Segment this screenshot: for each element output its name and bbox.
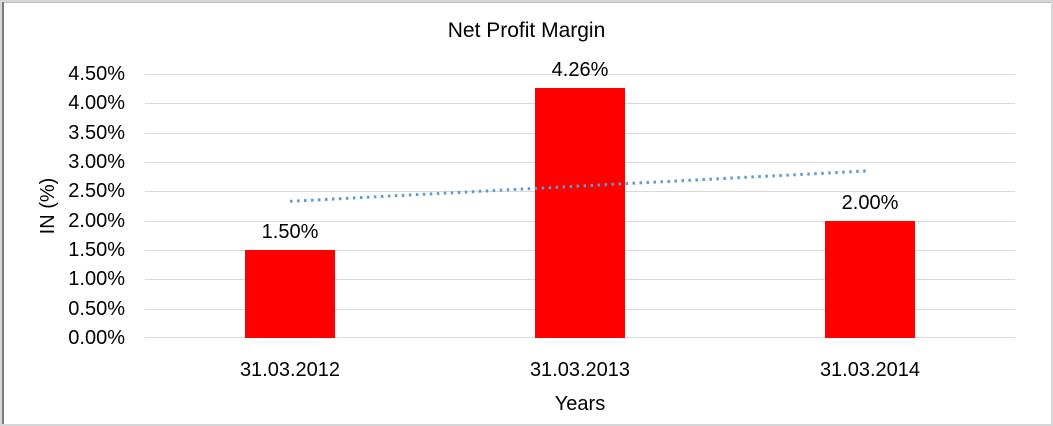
y-tick-label: 3.50% — [68, 121, 125, 144]
chart-title: Net Profit Margin — [447, 19, 606, 42]
bar-value-label: 1.50% — [261, 221, 319, 243]
plot-area: 1.50% 31.03.2012 4.26% 31.03.2013 2.00% 31.03… — [145, 59, 1015, 381]
x-tick-label: 31.03.2012 — [239, 359, 341, 381]
y-tick-label: 4.00% — [68, 92, 125, 115]
y-tick-label: 1.00% — [68, 268, 125, 291]
y-tick-label: 2.00% — [68, 209, 125, 232]
y-tick-label: 0.50% — [68, 297, 125, 320]
y-tick-label: 1.50% — [68, 239, 125, 261]
x-tick-label: 31.03.2014 — [819, 359, 921, 381]
y-tick-label: 3.00% — [68, 151, 125, 173]
y-tick-label: 0.00% — [68, 327, 125, 349]
y-tick-label: 2.50% — [68, 180, 125, 203]
bar — [535, 88, 625, 338]
y-tick-label: 4.50% — [68, 63, 125, 85]
bar-value-label: 4.26% — [551, 59, 609, 82]
x-tick-label: 31.03.2013 — [529, 359, 631, 381]
bar-value-label: 2.00% — [841, 191, 899, 214]
bar — [245, 250, 335, 338]
trendline — [289, 169, 871, 203]
x-axis-title: Years — [554, 393, 606, 415]
bar — [825, 220, 915, 338]
gridline — [145, 74, 1015, 75]
